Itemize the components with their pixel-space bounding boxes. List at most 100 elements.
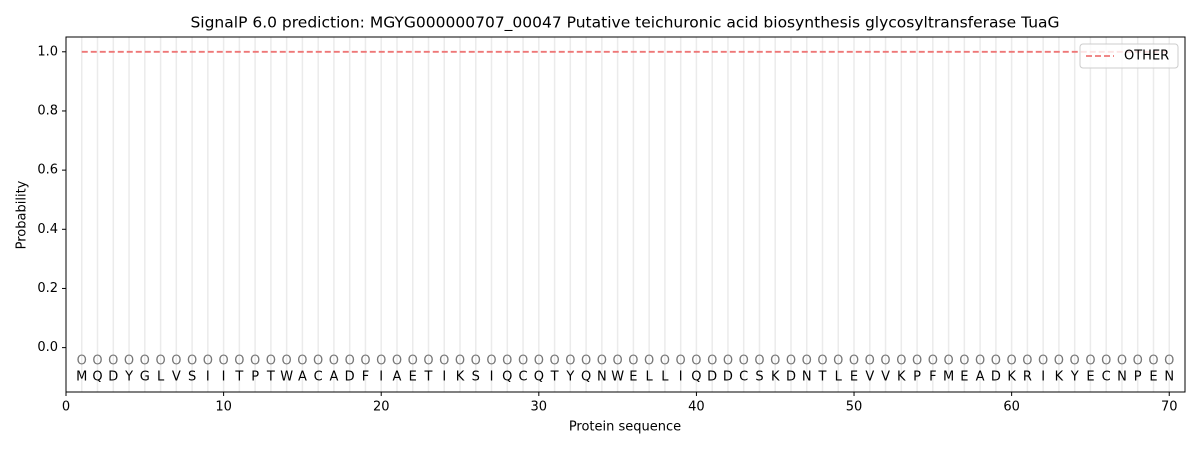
residue: K — [897, 370, 906, 385]
predicted-label: O — [628, 353, 638, 368]
residue: P — [1134, 370, 1142, 385]
legend-box — [1079, 43, 1179, 69]
residue: Q — [691, 370, 701, 385]
predicted-label: O — [849, 353, 859, 368]
predicted-label: O — [1133, 353, 1143, 368]
predicted-label: O — [943, 353, 953, 368]
residue: I — [379, 370, 383, 385]
residue: K — [771, 370, 780, 385]
residue: W — [280, 370, 293, 385]
residue: Y — [124, 370, 133, 385]
residue: K — [456, 370, 465, 385]
residue: L — [835, 370, 843, 385]
residue: V — [172, 370, 181, 385]
predicted-label: O — [203, 353, 213, 368]
residue: K — [1007, 370, 1016, 385]
predicted-label: O — [581, 353, 591, 368]
residue: A — [393, 370, 402, 385]
x-axis-label: Protein sequence — [569, 420, 681, 435]
residue: W — [611, 370, 624, 385]
residue: E — [1086, 370, 1094, 385]
residue: C — [739, 370, 748, 385]
predicted-label: O — [833, 353, 843, 368]
predicted-label: O — [817, 353, 827, 368]
residue: I — [442, 370, 446, 385]
predicted-label: O — [549, 353, 559, 368]
residue: T — [818, 370, 827, 385]
predicted-label: O — [802, 353, 812, 368]
x-tick-label: 40 — [688, 400, 705, 415]
predicted-label: O — [691, 353, 701, 368]
predicted-label: O — [896, 353, 906, 368]
predicted-label: O — [518, 353, 528, 368]
residue: M — [76, 370, 87, 385]
residue: Y — [565, 370, 574, 385]
residue: N — [1164, 370, 1174, 385]
predicted-label: O — [171, 353, 181, 368]
residue: C — [519, 370, 528, 385]
residue: I — [206, 370, 210, 385]
residue: D — [108, 370, 118, 385]
residue: Q — [534, 370, 544, 385]
predicted-label: O — [928, 353, 938, 368]
residue: M — [943, 370, 954, 385]
residue: E — [1149, 370, 1157, 385]
residue: G — [140, 370, 150, 385]
predicted-label: O — [360, 353, 370, 368]
x-tick-label: 0 — [62, 400, 70, 415]
x-tick-label: 10 — [215, 400, 232, 415]
residue: T — [266, 370, 275, 385]
predicted-label: O — [218, 353, 228, 368]
residue: Q — [92, 370, 102, 385]
predicted-label: O — [1007, 353, 1017, 368]
x-tick-label: 50 — [846, 400, 863, 415]
residue: A — [298, 370, 307, 385]
predicted-label: O — [676, 353, 686, 368]
predicted-label: O — [613, 353, 623, 368]
predicted-label: O — [880, 353, 890, 368]
residue: I — [679, 370, 683, 385]
residue: R — [1023, 370, 1032, 385]
residue: V — [865, 370, 874, 385]
residue: S — [755, 370, 763, 385]
predicted-label: O — [234, 353, 244, 368]
predicted-label: O — [991, 353, 1001, 368]
residue: D — [707, 370, 717, 385]
chart-title: SignalP 6.0 prediction: MGYG000000707_00… — [190, 14, 1059, 33]
predicted-label: O — [486, 353, 496, 368]
predicted-label: O — [392, 353, 402, 368]
residue: N — [1117, 370, 1127, 385]
residue: A — [976, 370, 985, 385]
residue: N — [802, 370, 812, 385]
predicted-label: O — [423, 353, 433, 368]
predicted-label: O — [1117, 353, 1127, 368]
plot-frame — [65, 36, 1186, 393]
predicted-label: O — [439, 353, 449, 368]
predicted-label: O — [534, 353, 544, 368]
y-tick-label: 0.2 — [37, 281, 58, 296]
predicted-label: O — [770, 353, 780, 368]
y-tick-label: 0.6 — [37, 163, 58, 178]
residue: S — [188, 370, 196, 385]
residue: T — [550, 370, 559, 385]
x-tick-label: 70 — [1161, 400, 1178, 415]
predicted-label: O — [1054, 353, 1064, 368]
residue: Y — [1070, 370, 1079, 385]
residue: F — [362, 370, 369, 385]
predicted-label: O — [77, 353, 87, 368]
residue: I — [1041, 370, 1045, 385]
predicted-label: O — [250, 353, 260, 368]
residue: L — [157, 370, 165, 385]
residue: E — [409, 370, 417, 385]
x-tick-label: 60 — [1003, 400, 1020, 415]
legend-label: OTHER — [1124, 49, 1169, 64]
residue: P — [251, 370, 259, 385]
residue: L — [661, 370, 669, 385]
residue: V — [881, 370, 890, 385]
residue: N — [597, 370, 607, 385]
predicted-label: O — [455, 353, 465, 368]
predicted-label: O — [959, 353, 969, 368]
predicted-label: O — [1070, 353, 1080, 368]
residue: C — [314, 370, 323, 385]
